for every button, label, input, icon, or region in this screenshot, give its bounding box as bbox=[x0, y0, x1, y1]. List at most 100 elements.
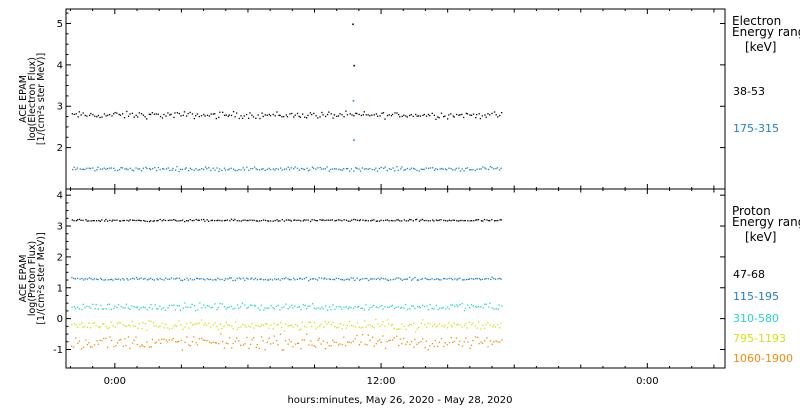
data-point bbox=[261, 168, 263, 170]
data-point bbox=[315, 115, 317, 117]
data-point bbox=[247, 325, 250, 327]
data-point bbox=[493, 168, 495, 170]
data-point bbox=[328, 306, 331, 308]
data-point bbox=[145, 166, 147, 169]
data-point bbox=[217, 277, 219, 280]
data-point bbox=[498, 304, 500, 306]
data-point bbox=[120, 338, 122, 341]
data-point bbox=[422, 114, 424, 117]
data-point bbox=[129, 167, 131, 169]
data-point bbox=[226, 306, 229, 309]
data-point bbox=[429, 345, 431, 347]
data-point bbox=[113, 307, 115, 310]
data-point bbox=[219, 278, 221, 281]
data-point bbox=[227, 324, 229, 326]
data-point bbox=[101, 168, 104, 170]
data-point bbox=[409, 218, 411, 221]
data-point bbox=[450, 304, 452, 306]
data-point bbox=[167, 341, 169, 343]
data-point bbox=[427, 349, 429, 351]
data-point bbox=[273, 322, 275, 325]
data-point bbox=[191, 113, 194, 115]
data-point bbox=[431, 278, 433, 280]
data-point bbox=[118, 220, 121, 222]
data-point bbox=[142, 345, 144, 347]
data-point bbox=[322, 114, 324, 116]
data-point bbox=[326, 309, 329, 311]
data-point bbox=[182, 114, 184, 117]
data-point bbox=[253, 166, 256, 168]
data-point bbox=[323, 278, 325, 280]
data-point bbox=[262, 168, 264, 170]
data-point bbox=[392, 339, 394, 341]
data-point bbox=[244, 343, 246, 345]
data-point bbox=[198, 338, 201, 340]
data-point bbox=[97, 343, 100, 345]
data-point bbox=[242, 277, 244, 279]
data-point bbox=[82, 219, 84, 222]
data-point bbox=[97, 166, 99, 168]
data-point bbox=[168, 304, 171, 307]
data-point bbox=[252, 116, 255, 118]
data-point bbox=[92, 113, 94, 116]
data-point bbox=[148, 113, 151, 115]
data-point bbox=[315, 278, 317, 280]
data-point bbox=[232, 279, 234, 282]
data-point bbox=[494, 326, 497, 328]
data-point bbox=[270, 343, 272, 345]
data-point bbox=[401, 279, 403, 281]
data-point bbox=[488, 220, 490, 222]
x-tick-label: 0:00 bbox=[104, 376, 126, 387]
data-point bbox=[373, 326, 375, 329]
data-point bbox=[379, 339, 381, 341]
data-point bbox=[334, 308, 336, 310]
data-point bbox=[260, 304, 262, 306]
data-point bbox=[177, 340, 180, 343]
data-point bbox=[167, 307, 169, 309]
data-point bbox=[420, 341, 422, 343]
data-point bbox=[480, 341, 482, 343]
data-point bbox=[311, 166, 314, 168]
data-point bbox=[246, 336, 248, 339]
data-point bbox=[446, 344, 448, 346]
data-point bbox=[496, 167, 499, 169]
data-point bbox=[358, 113, 360, 116]
data-point bbox=[335, 168, 337, 170]
data-point bbox=[260, 219, 263, 222]
data-point bbox=[125, 168, 128, 170]
data-point bbox=[99, 326, 101, 328]
data-point bbox=[281, 307, 283, 309]
data-point bbox=[389, 279, 392, 281]
data-point bbox=[250, 167, 252, 170]
data-point bbox=[118, 321, 120, 324]
data-point bbox=[283, 278, 285, 280]
data-point bbox=[472, 305, 474, 307]
data-point bbox=[175, 169, 177, 171]
data-point bbox=[421, 319, 424, 321]
data-point bbox=[307, 114, 309, 117]
data-point bbox=[400, 307, 402, 309]
data-point bbox=[438, 219, 441, 221]
data-point bbox=[291, 112, 293, 115]
data-point bbox=[437, 278, 439, 280]
spike-point bbox=[352, 23, 354, 26]
data-point bbox=[396, 328, 398, 330]
data-point bbox=[412, 220, 414, 222]
data-point bbox=[111, 220, 113, 222]
data-point bbox=[299, 116, 302, 118]
data-point bbox=[450, 336, 452, 339]
data-point bbox=[229, 277, 231, 279]
data-point bbox=[315, 308, 317, 310]
data-point bbox=[361, 334, 364, 336]
data-point bbox=[202, 168, 205, 171]
data-point bbox=[495, 168, 497, 170]
data-point bbox=[181, 349, 183, 351]
data-point bbox=[313, 321, 316, 324]
data-point bbox=[95, 324, 97, 327]
data-point bbox=[163, 338, 165, 340]
data-point bbox=[391, 113, 394, 116]
data-point bbox=[246, 307, 248, 309]
data-point bbox=[349, 220, 351, 222]
data-point bbox=[241, 302, 244, 304]
